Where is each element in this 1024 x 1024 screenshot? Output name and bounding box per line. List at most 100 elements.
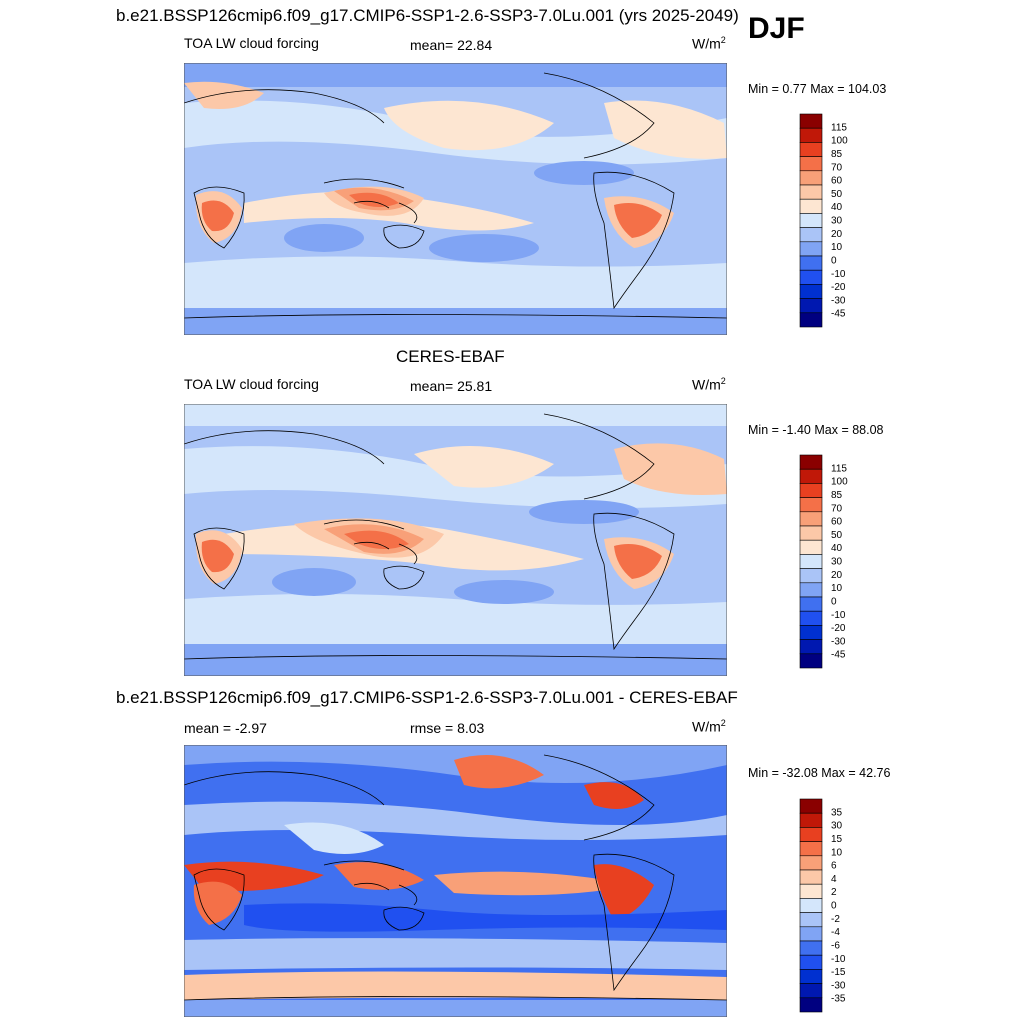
- colorbar-box: [799, 568, 823, 584]
- colorbar-tick-label: 4: [831, 874, 837, 885]
- maritime-continent-peak: [349, 192, 399, 207]
- colorbar-tick-label: 70: [831, 503, 843, 514]
- colorbar-tick-label: 40: [831, 202, 843, 213]
- colorbar-tick-label: -45: [831, 309, 846, 320]
- panel2-title: CERES-EBAF: [396, 347, 505, 366]
- colorbar-box: [799, 625, 823, 640]
- maritime-continent-peak: [344, 530, 409, 549]
- colorbar-tick-label: 85: [831, 490, 843, 501]
- arctic-band: [184, 63, 727, 87]
- colorbar-tick-label: -10: [831, 954, 846, 965]
- north-america-positive: [584, 782, 644, 809]
- north-pacific-low: [534, 161, 634, 185]
- colorbar-tick-label: 30: [831, 216, 843, 227]
- colorbar-box: [799, 582, 823, 598]
- panel1-units: W/m2: [692, 35, 726, 52]
- south-indian-low: [272, 568, 356, 596]
- europe-warm: [184, 81, 264, 109]
- colorbar-tick-label: -30: [831, 980, 846, 991]
- colorbar-box: [799, 170, 823, 186]
- colorbar-box: [799, 312, 823, 328]
- colorbar-box: [799, 284, 823, 299]
- colorbar-tick-label: -45: [831, 650, 846, 661]
- colorbar-tick-label: -20: [831, 282, 846, 293]
- colorbar-tick-label: -4: [831, 927, 840, 938]
- africa-positive: [193, 881, 242, 925]
- colorbar-box: [799, 184, 823, 200]
- colorbar-box: [799, 997, 823, 1013]
- colorbar-tick-label: 20: [831, 229, 843, 240]
- panel1-map: [184, 63, 727, 335]
- colorbar-box: [799, 898, 823, 913]
- south-pacific-low: [454, 580, 554, 604]
- colorbar-box: [799, 525, 823, 541]
- arctic-band: [184, 745, 727, 783]
- colorbar-tick-label: 60: [831, 517, 843, 528]
- samerica-core: [614, 202, 662, 238]
- colorbar-tick-label: -20: [831, 623, 846, 634]
- colorbar-tick-label: 30: [831, 557, 843, 568]
- colorbar-box: [799, 596, 823, 612]
- colorbar-tick-label: 0: [831, 255, 837, 266]
- colorbar-box: [799, 511, 823, 527]
- coastlines: [184, 754, 727, 1001]
- colorbar-tick-label: 10: [831, 847, 843, 858]
- north-atlantic-warm: [604, 100, 727, 159]
- season-label: DJF: [748, 12, 805, 45]
- colorbar-tick-label: 85: [831, 149, 843, 160]
- colorbar-tick-label: 40: [831, 543, 843, 554]
- colorbar-tick-label: 0: [831, 901, 837, 912]
- colorbar-tick-label: 15: [831, 834, 843, 845]
- colorbar-box: [799, 241, 823, 257]
- southern-ocean-band: [184, 594, 727, 644]
- colorbar-tick-label: 50: [831, 189, 843, 200]
- colorbar-tick-label: -10: [831, 269, 846, 280]
- north-atlantic-warm: [614, 443, 727, 495]
- colorbar-box: [799, 883, 823, 899]
- colorbar-box: [799, 983, 823, 999]
- north-pacific-warm: [414, 446, 554, 488]
- antarctic-band: [184, 1000, 727, 1017]
- colorbar-box: [799, 610, 823, 626]
- colorbar-box: [799, 255, 823, 271]
- asia-light: [284, 822, 384, 854]
- south-pacific-low: [429, 234, 539, 262]
- colorbar-box: [799, 454, 823, 470]
- colorbar-box: [799, 298, 823, 314]
- colorbar-tick-label: 100: [831, 477, 848, 488]
- colorbar-tick-label: 50: [831, 530, 843, 541]
- panel3-title: b.e21.BSSP126cmip6.f09_g17.CMIP6-SSP1-2.…: [116, 688, 738, 707]
- colorbar-box: [799, 227, 823, 243]
- samerica-positive: [594, 864, 654, 920]
- southern-light-band: [184, 938, 727, 970]
- colorbar-box: [799, 213, 823, 228]
- panel1-mean-label: mean= 22.84: [410, 37, 493, 53]
- colorbar-tick-label: -6: [831, 940, 840, 951]
- colorbar-tick-label: 0: [831, 596, 837, 607]
- colorbar-tick-label: 70: [831, 162, 843, 173]
- panel2-units: W/m2: [692, 376, 726, 393]
- colorbar-tick-label: 35: [831, 807, 843, 818]
- colorbar-box: [799, 554, 823, 569]
- panel3-colorbar: 35 30 15 10 6 4 2 0 -2 -4 -6 -10 -15 -30 -35: [799, 798, 846, 1013]
- panel3-rmse-label: rmse = 8.03: [410, 720, 485, 736]
- colorbar-box: [799, 142, 823, 157]
- antarctic-band: [184, 644, 727, 676]
- colorbar-box: [799, 539, 823, 555]
- arctic-band: [184, 404, 727, 426]
- antarctic-band: [184, 308, 727, 335]
- panel2-mean-label: mean= 25.81: [410, 378, 493, 394]
- north-pacific-positive: [454, 755, 544, 789]
- colorbar-tick-label: 60: [831, 176, 843, 187]
- colorbar-tick-label: 20: [831, 570, 843, 581]
- panel2-map: [184, 404, 727, 676]
- north-pacific-warm: [384, 100, 554, 151]
- colorbar-tick-label: -30: [831, 636, 846, 647]
- colorbar-box: [799, 954, 823, 970]
- coastlines: [184, 413, 727, 660]
- colorbar-box: [799, 269, 823, 285]
- colorbar-box: [799, 926, 823, 942]
- africa-core: [201, 539, 234, 573]
- colorbar-box: [799, 483, 823, 498]
